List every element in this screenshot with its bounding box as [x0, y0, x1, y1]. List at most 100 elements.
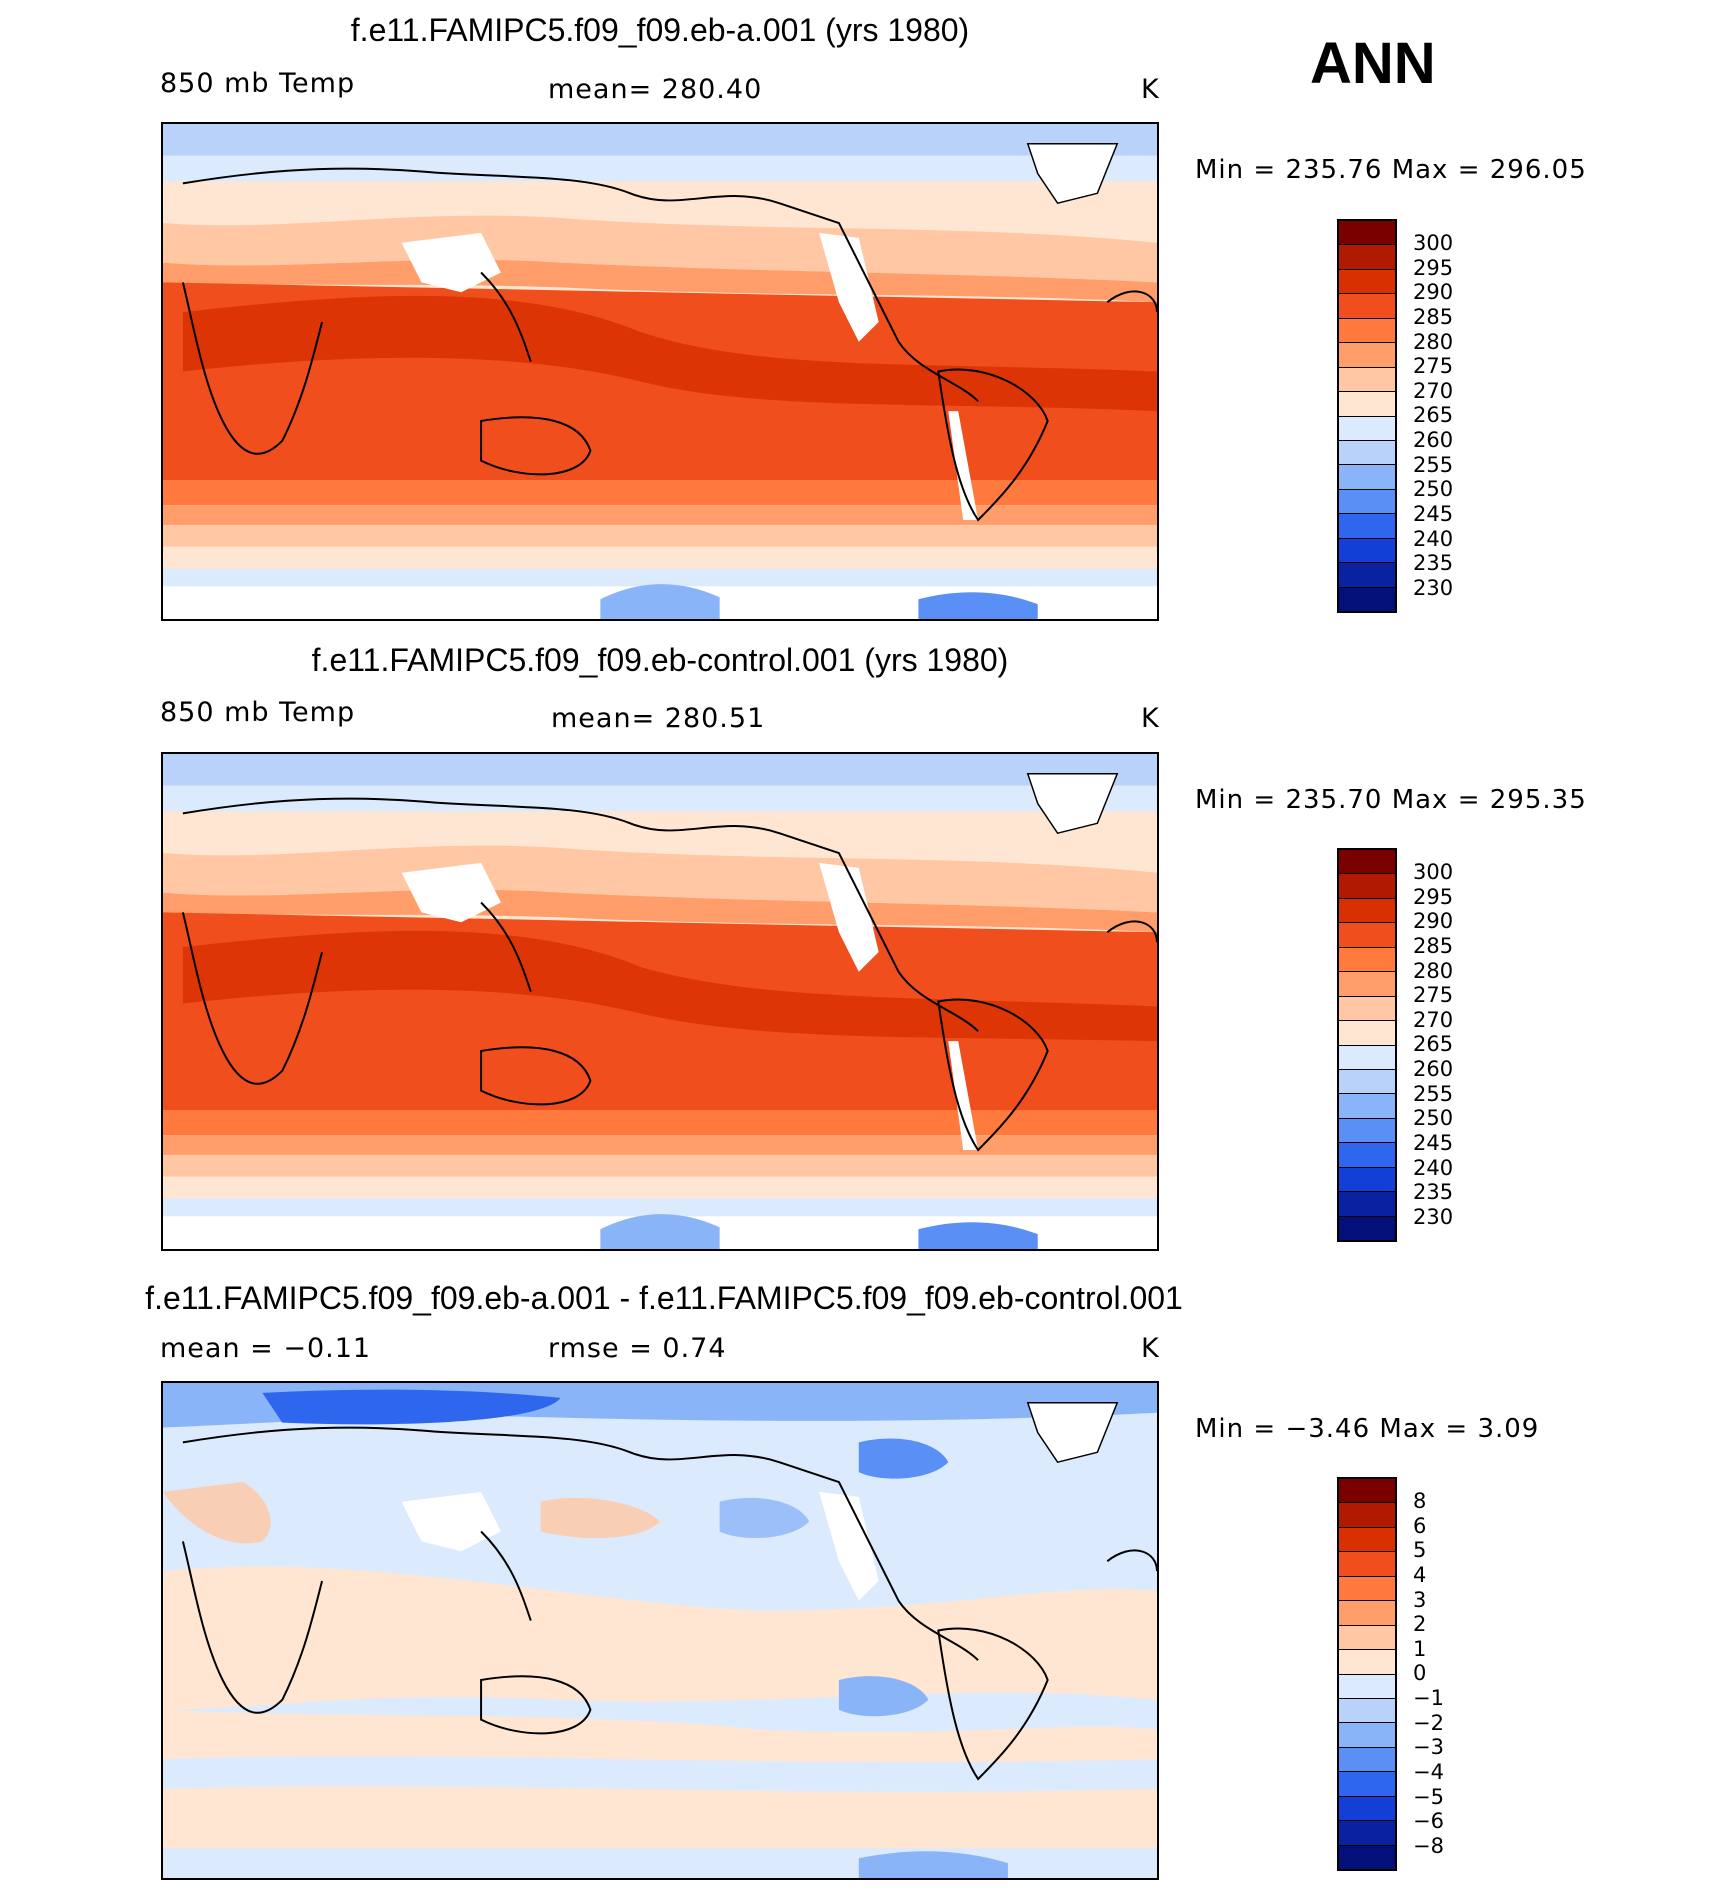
panel3-colorbar-swatch [1339, 1698, 1395, 1724]
panel3-colorbar-label: 1 [1413, 1637, 1427, 1661]
panel1-colorbar-label: 250 [1413, 477, 1454, 501]
panel2-colorbar-swatch [1339, 996, 1395, 1022]
panel3-colorbar-swatch [1339, 1650, 1395, 1675]
panel1-colorbar-label: 295 [1413, 256, 1454, 280]
panel2-colorbar-label: 250 [1413, 1106, 1454, 1130]
panel1-colorbar-label: 235 [1413, 551, 1454, 575]
panel2-colorbar-swatch [1339, 923, 1395, 948]
panel3-map-svg [163, 1383, 1157, 1878]
panel1-variable: 850 mb Temp [160, 68, 356, 99]
panel3-colorbar-swatch [1339, 1527, 1395, 1553]
panel1-units: K [1141, 74, 1160, 105]
panel2-colorbar-swatch [1339, 1216, 1395, 1240]
panel1-colorbar-swatch [1339, 514, 1395, 539]
panel3-colorbar-label: 6 [1413, 1514, 1427, 1538]
panel1-colorbar-label: 275 [1413, 354, 1454, 378]
panel3-colorbar-swatch [1339, 1503, 1395, 1528]
panel1-colorbar-swatch [1339, 563, 1395, 588]
panel2-colorbar-label: 270 [1413, 1008, 1454, 1032]
panel3-colorbar-label: −1 [1413, 1686, 1444, 1710]
panel2-colorbar-label: 275 [1413, 983, 1454, 1007]
panel2-colorbar-label: 300 [1413, 860, 1454, 884]
panel2-colorbar-swatch [1339, 1118, 1395, 1144]
panel1-colorbar-label: 230 [1413, 576, 1454, 600]
panel3-colorbar-swatch [1339, 1576, 1395, 1602]
panel2-colorbar-label: 285 [1413, 934, 1454, 958]
panel2-colorbar-swatch [1339, 947, 1395, 973]
panel3-colorbar-label: −4 [1413, 1760, 1444, 1784]
panel3-colorbar-labels: 8 6 5 4 3 2 1 0 −1 −2 −3 −4 −5 −6 −8 [1413, 1477, 1493, 1871]
panel1-colorbar-swatch [1339, 269, 1395, 295]
panel1-colorbar-swatch [1339, 367, 1395, 393]
panel3-units: K [1141, 1333, 1160, 1364]
panel1-colorbar-swatch [1339, 343, 1395, 368]
panel1-colorbar-swatch [1339, 294, 1395, 319]
panel1-colorbar-swatch [1339, 489, 1395, 515]
panel2-variable: 850 mb Temp [160, 697, 356, 728]
season-label: ANN [1310, 31, 1436, 96]
panel1-colorbar-label: 285 [1413, 305, 1454, 329]
panel1-colorbar-label: 300 [1413, 231, 1454, 255]
panel2-colorbar-swatch [1339, 1192, 1395, 1217]
panel2-map-svg [163, 754, 1157, 1249]
panel2-mean: mean= 280.51 [551, 703, 766, 734]
panel1-colorbar-swatch [1339, 440, 1395, 466]
panel1-colorbar-label: 255 [1413, 453, 1454, 477]
panel2-colorbar-swatch [1339, 972, 1395, 997]
panel3-colorbar-swatch [1339, 1821, 1395, 1846]
panel2-colorbar-swatch [1339, 1021, 1395, 1046]
panel1-colorbar-label: 240 [1413, 527, 1454, 551]
panel2-colorbar-swatch [1339, 850, 1395, 875]
panel2-colorbar-swatch [1339, 1069, 1395, 1095]
panel3-colorbar-label: −5 [1413, 1785, 1444, 1809]
panel3-colorbar-label: 4 [1413, 1563, 1427, 1587]
panel2-colorbar-label: 290 [1413, 909, 1454, 933]
panel3-colorbar-label: 5 [1413, 1538, 1427, 1562]
panel1-colorbar-swatch [1339, 392, 1395, 417]
panel2-units: K [1141, 703, 1160, 734]
panel3-colorbar-swatch [1339, 1625, 1395, 1651]
panel3-colorbar-swatch [1339, 1772, 1395, 1797]
panel3-map [161, 1381, 1159, 1880]
panel2-colorbar-swatch [1339, 1167, 1395, 1193]
panel3-colorbar-label: 2 [1413, 1612, 1427, 1636]
panel1-colorbar-label: 265 [1413, 403, 1454, 427]
panel3-colorbar-label: −3 [1413, 1735, 1444, 1759]
panel1-map [161, 122, 1159, 621]
panel2-colorbar-swatch [1339, 898, 1395, 924]
panel2-colorbar-swatch [1339, 874, 1395, 899]
panel1-colorbar-labels: 300 295 290 285 280 275 270 265 260 255 … [1413, 219, 1493, 613]
panel1-title: f.e11.FAMIPC5.f09_f09.eb-a.001 (yrs 1980… [350, 12, 970, 48]
panel2-colorbar-labels: 300 295 290 285 280 275 270 265 260 255 … [1413, 848, 1493, 1242]
panel2-title: f.e11.FAMIPC5.f09_f09.eb-control.001 (yr… [311, 642, 1009, 678]
panel2-colorbar-label: 245 [1413, 1131, 1454, 1155]
panel1-map-svg [163, 124, 1157, 619]
panel3-colorbar-label: −6 [1413, 1809, 1444, 1833]
panel1-colorbar-swatch [1339, 221, 1395, 246]
panel3-colorbar-swatch [1339, 1601, 1395, 1626]
panel2-colorbar-label: 260 [1413, 1057, 1454, 1081]
panel3-colorbar-swatch [1339, 1479, 1395, 1504]
panel3-colorbar-swatch [1339, 1845, 1395, 1869]
panel3-colorbar-label: 3 [1413, 1588, 1427, 1612]
panel2-colorbar-label: 240 [1413, 1156, 1454, 1180]
panel1-colorbar-swatch [1339, 318, 1395, 344]
panel2-colorbar-label: 265 [1413, 1032, 1454, 1056]
panel1-mean: mean= 280.40 [548, 74, 763, 105]
panel2-minmax: Min = 235.70 Max = 295.35 [1195, 785, 1587, 815]
panel1-colorbar-label: 270 [1413, 379, 1454, 403]
panel2-map [161, 752, 1159, 1251]
panel2-colorbar-label: 280 [1413, 959, 1454, 983]
panel3-colorbar-label: 8 [1413, 1489, 1427, 1513]
panel1-colorbar-swatch [1339, 416, 1395, 441]
panel2-colorbar-swatch [1339, 1094, 1395, 1119]
panel2-colorbar-label: 255 [1413, 1082, 1454, 1106]
panel1-colorbar-swatch [1339, 245, 1395, 270]
panel2-colorbar-label: 235 [1413, 1180, 1454, 1204]
panel3-mean: mean = −0.11 [160, 1333, 372, 1364]
panel1-colorbar-label: 245 [1413, 502, 1454, 526]
panel1-minmax: Min = 235.76 Max = 296.05 [1195, 155, 1587, 185]
panel3-colorbar-label: 0 [1413, 1661, 1427, 1685]
panel3-colorbar-swatch [1339, 1552, 1395, 1577]
panel3-colorbar-label: −2 [1413, 1711, 1444, 1735]
